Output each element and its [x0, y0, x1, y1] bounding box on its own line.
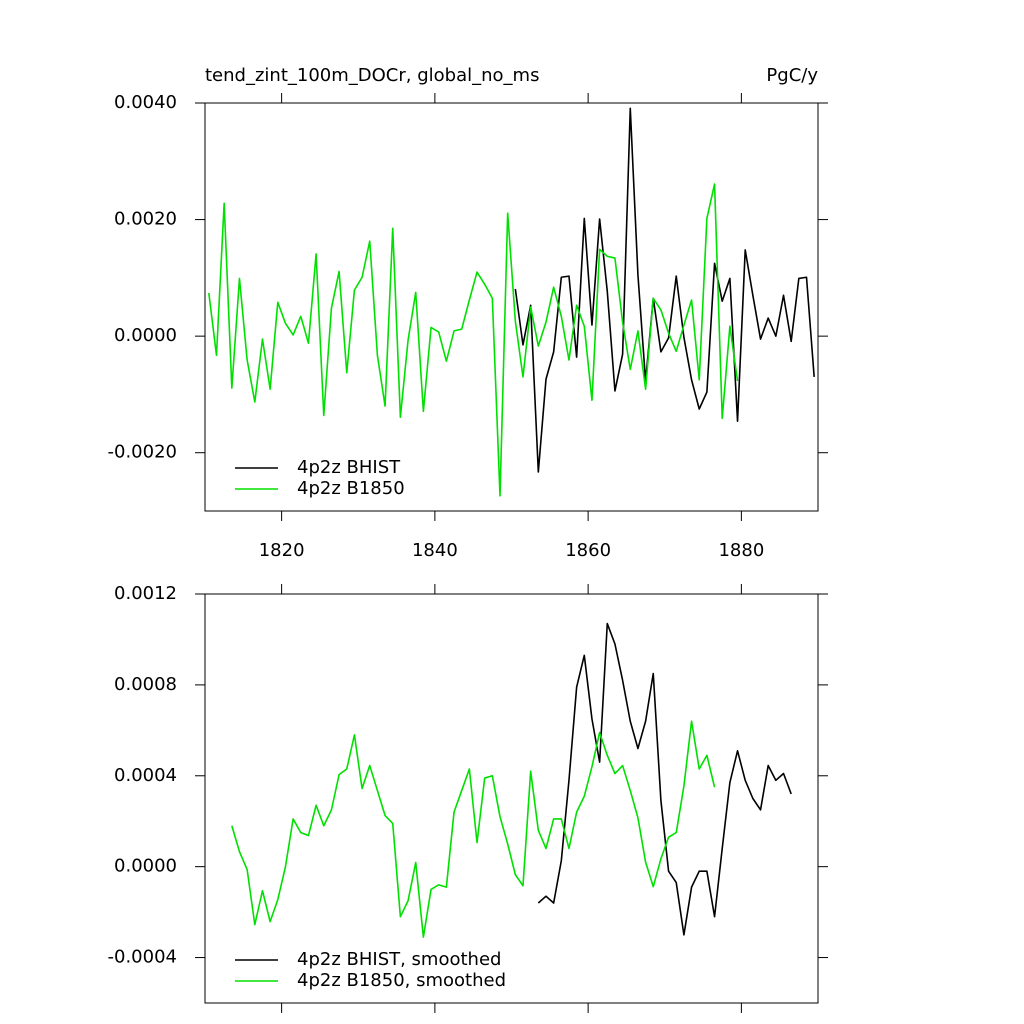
y-tick-label: 0.0000 [114, 856, 177, 877]
y-tick-label: 0.0040 [114, 92, 177, 113]
legend-label: 4p2z B1850, smoothed [297, 970, 506, 991]
y-tick-label: 0.0012 [114, 583, 177, 604]
y-tick-label: -0.0020 [108, 442, 177, 463]
plot-frame [204, 593, 819, 1004]
x-tick-label: 1880 [718, 540, 764, 561]
x-tick-label: 1840 [412, 540, 458, 561]
plot-frame [204, 102, 819, 512]
y-tick-label: 0.0000 [114, 325, 177, 346]
units-label: PgC/y [766, 65, 818, 86]
series-line [208, 183, 739, 497]
legend-label: 4p2z BHIST, smoothed [297, 949, 501, 970]
series-line [537, 622, 792, 936]
series-line [231, 720, 716, 938]
y-tick-label: -0.0004 [108, 947, 177, 968]
y-tick-label: 0.0008 [114, 674, 177, 695]
series-line [514, 107, 815, 473]
legend-label: 4p2z B1850 [297, 478, 405, 499]
y-tick-label: 0.0004 [114, 765, 177, 786]
chart-title: tend_zint_100m_DOCr, global_no_ms [205, 65, 539, 86]
x-tick-label: 1820 [259, 540, 305, 561]
legend-label: 4p2z BHIST [297, 457, 401, 478]
x-tick-label: 1860 [565, 540, 611, 561]
y-tick-label: 0.0020 [114, 209, 177, 230]
